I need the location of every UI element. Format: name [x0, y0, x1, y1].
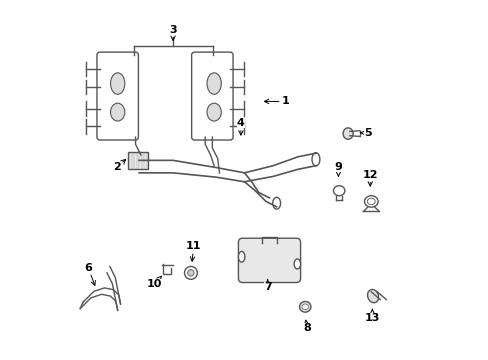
FancyBboxPatch shape [97, 52, 138, 140]
Text: 5: 5 [360, 128, 371, 138]
FancyBboxPatch shape [191, 52, 233, 140]
Ellipse shape [187, 270, 194, 276]
Ellipse shape [110, 73, 124, 94]
Ellipse shape [206, 73, 221, 94]
Ellipse shape [364, 196, 377, 207]
Text: 6: 6 [84, 262, 95, 285]
Ellipse shape [366, 198, 374, 204]
Ellipse shape [302, 304, 308, 310]
Text: 12: 12 [362, 170, 377, 186]
Text: 8: 8 [303, 320, 310, 333]
Text: 9: 9 [334, 162, 342, 176]
Ellipse shape [367, 289, 378, 303]
Ellipse shape [311, 153, 319, 166]
Text: 1: 1 [264, 96, 289, 107]
Bar [128, 152, 148, 168]
Text: 11: 11 [185, 241, 201, 261]
Ellipse shape [238, 251, 244, 262]
Ellipse shape [294, 259, 300, 269]
Text: 13: 13 [364, 309, 379, 323]
Text: 10: 10 [146, 276, 162, 289]
Ellipse shape [134, 152, 144, 168]
Ellipse shape [206, 103, 221, 121]
Ellipse shape [110, 103, 124, 121]
Text: 7: 7 [264, 279, 271, 292]
Ellipse shape [272, 197, 280, 209]
Text: 4: 4 [237, 118, 244, 135]
Text: 3: 3 [169, 25, 177, 40]
FancyBboxPatch shape [238, 238, 300, 283]
Ellipse shape [299, 301, 310, 312]
Ellipse shape [333, 186, 344, 196]
Ellipse shape [343, 128, 352, 139]
Text: 2: 2 [113, 159, 125, 172]
Ellipse shape [184, 266, 197, 279]
